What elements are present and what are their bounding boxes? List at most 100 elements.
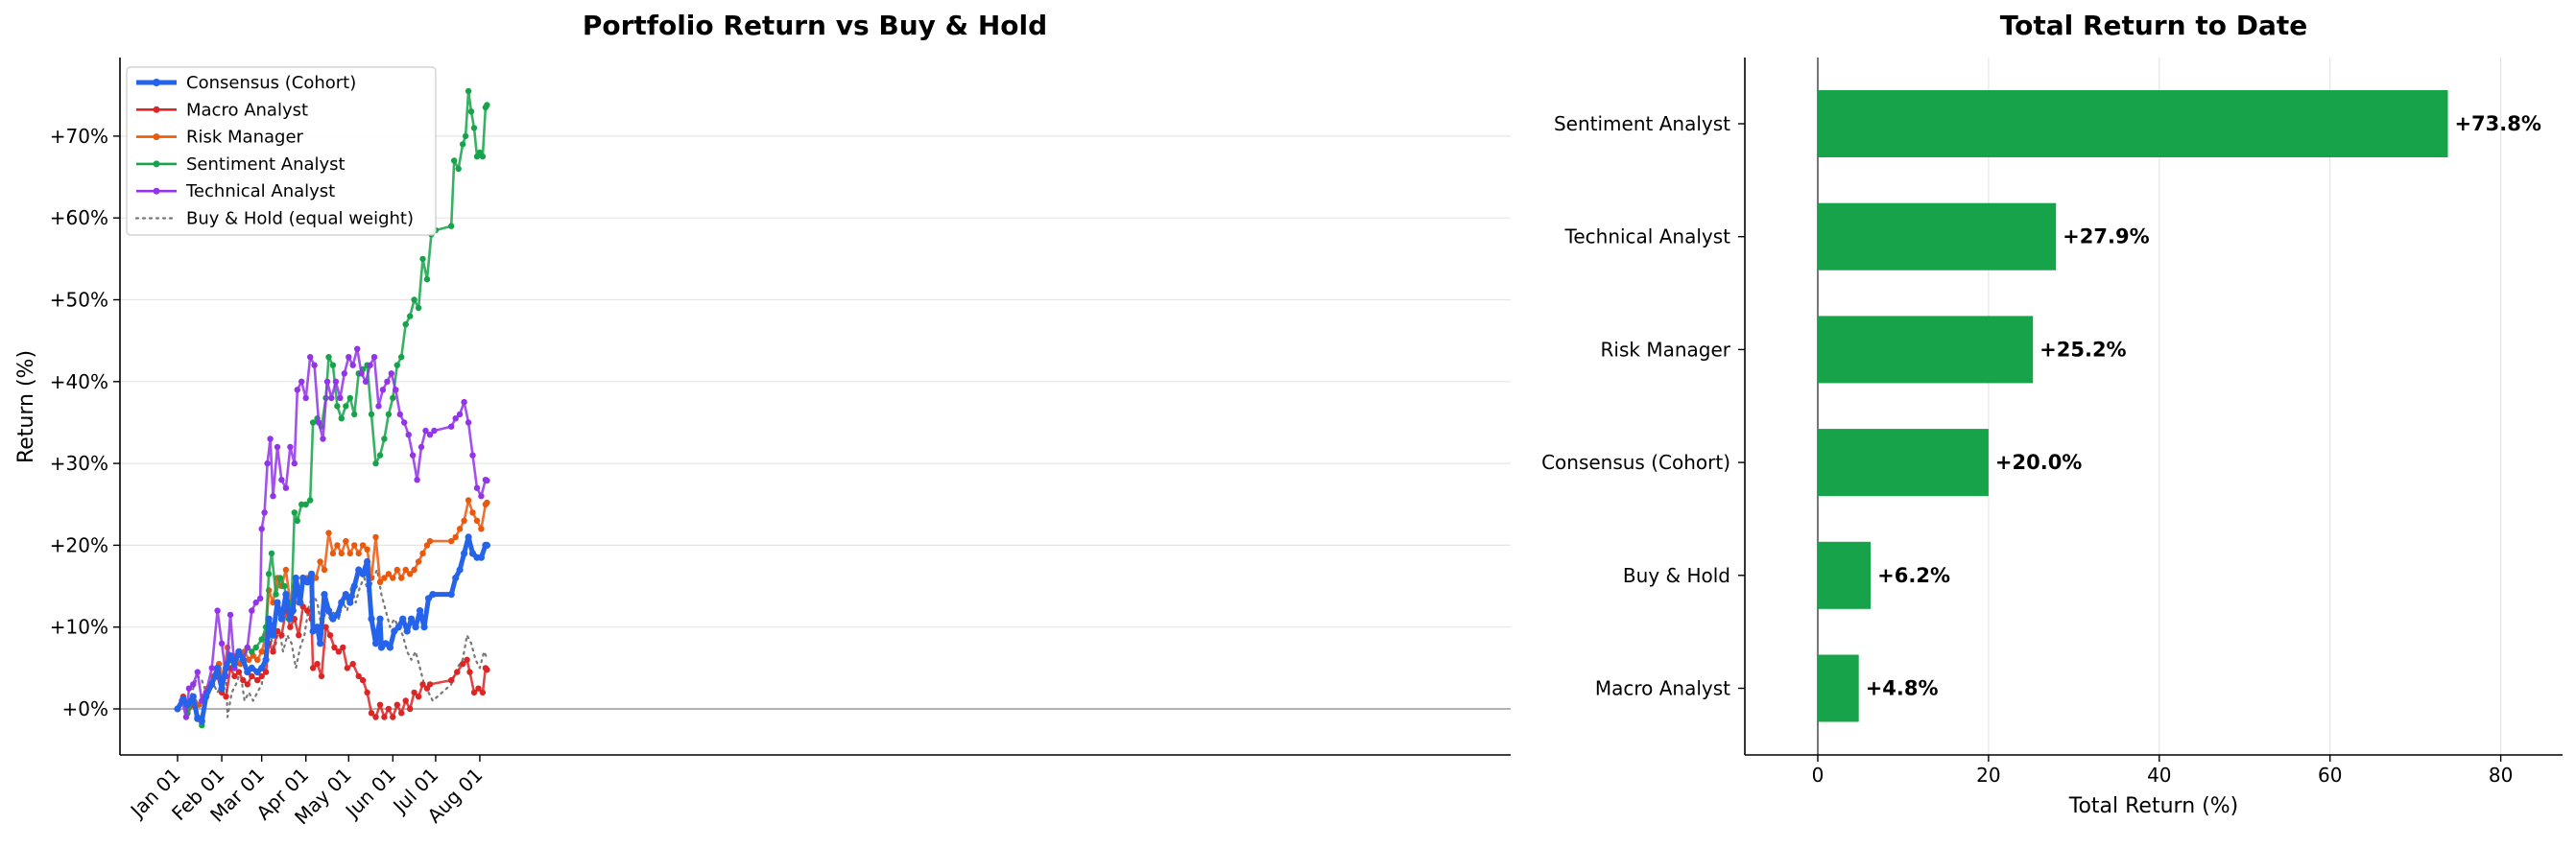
- data-point: [376, 701, 384, 708]
- data-point: [311, 362, 318, 368]
- data-point: [214, 664, 222, 672]
- data-point: [208, 665, 215, 671]
- data-point: [329, 615, 337, 623]
- line-chart-panel: Portfolio Return vs Buy & Hold Return (%…: [14, 10, 1511, 829]
- data-point: [317, 558, 323, 565]
- data-point: [379, 387, 387, 393]
- data-point: [375, 403, 382, 410]
- bar-chart-xlabel: Total Return (%): [2068, 794, 2238, 818]
- data-point: [289, 607, 297, 615]
- data-point: [208, 680, 216, 689]
- x-tick-label: 60: [2318, 764, 2342, 787]
- data-point: [420, 624, 428, 631]
- series-line-technical-analyst: [176, 347, 489, 718]
- data-point: [473, 484, 481, 491]
- bar-chart-ticks: 0 20 40 60 80: [1738, 123, 2513, 787]
- data-point: [269, 631, 277, 639]
- data-point: [409, 452, 417, 459]
- data-point: [388, 370, 394, 377]
- data-point: [309, 627, 317, 635]
- category-label: Macro Analyst: [1595, 677, 1730, 700]
- data-point: [362, 378, 370, 385]
- data-point: [252, 644, 259, 651]
- data-point: [475, 685, 482, 692]
- data-point: [448, 676, 455, 684]
- data-point: [248, 664, 255, 672]
- data-point: [447, 591, 455, 599]
- data-point: [355, 566, 363, 574]
- data-point: [278, 632, 285, 639]
- data-point: [385, 705, 393, 713]
- data-point: [325, 530, 332, 536]
- data-point: [230, 660, 238, 668]
- data-point: [223, 694, 229, 700]
- data-point: [367, 362, 373, 368]
- y-tick-label: +10%: [50, 616, 108, 639]
- legend-label: Consensus (Cohort): [186, 73, 356, 93]
- legend-item-consensus-cohort: Consensus (Cohort): [136, 73, 356, 93]
- data-point: [394, 701, 400, 708]
- data-point: [402, 320, 409, 328]
- y-tick-label: +50%: [50, 289, 108, 312]
- data-point: [270, 493, 276, 500]
- line-chart-ylabel: Return (%): [14, 350, 38, 463]
- data-point: [258, 672, 265, 680]
- data-point: [368, 615, 375, 623]
- data-point: [277, 615, 285, 623]
- data-point: [329, 550, 337, 557]
- data-point: [321, 591, 328, 599]
- data-point: [462, 132, 469, 140]
- data-point: [346, 599, 354, 606]
- data-point: [307, 354, 314, 361]
- data-point: [324, 607, 333, 615]
- data-point: [461, 398, 467, 406]
- data-point: [174, 705, 181, 713]
- data-point: [334, 542, 341, 549]
- data-point: [399, 615, 407, 623]
- bar-value-label: +6.2%: [1877, 564, 1950, 587]
- data-point: [282, 566, 290, 574]
- data-point: [419, 255, 426, 263]
- data-point: [291, 509, 298, 516]
- data-point: [381, 714, 388, 720]
- legend-item-sentiment-analyst: Sentiment Analyst: [136, 154, 346, 175]
- legend-item-macro-analyst: Macro Analyst: [136, 100, 308, 120]
- data-point: [452, 574, 460, 582]
- data-point: [296, 632, 302, 639]
- data-point: [239, 656, 247, 664]
- data-point: [407, 313, 414, 319]
- data-point: [429, 591, 437, 599]
- data-point: [394, 624, 402, 631]
- bar-macro-analyst: [1818, 654, 1859, 722]
- bar-value-label: +73.8%: [2454, 112, 2540, 135]
- data-point: [368, 710, 375, 717]
- bar-risk-manager: [1818, 316, 2034, 384]
- x-tick-label: Jun 01: [340, 764, 400, 824]
- data-point: [302, 394, 309, 402]
- data-point: [254, 656, 261, 663]
- data-point: [417, 443, 425, 451]
- data-point: [461, 517, 467, 524]
- data-point: [354, 345, 361, 352]
- data-point: [470, 689, 478, 696]
- data-point: [218, 640, 226, 647]
- data-point: [466, 669, 473, 675]
- data-point: [320, 436, 326, 442]
- data-point: [274, 599, 281, 606]
- data-point: [411, 689, 417, 696]
- data-point: [359, 676, 367, 684]
- data-point: [332, 378, 340, 385]
- data-point: [459, 660, 466, 668]
- data-point: [402, 697, 409, 704]
- data-point: [274, 443, 281, 451]
- bar-consensus-cohort: [1818, 429, 1989, 497]
- data-point: [349, 362, 356, 368]
- data-point: [484, 499, 490, 506]
- data-point: [390, 394, 396, 402]
- bar-group-technical-analyst: Technical Analyst +27.9%: [1564, 202, 2150, 271]
- data-point: [249, 607, 255, 614]
- data-point: [338, 550, 345, 557]
- data-point: [376, 578, 384, 585]
- bar-chart-panel: Total Return to Date Total Return (%) Se…: [1541, 10, 2563, 818]
- data-point: [282, 591, 290, 599]
